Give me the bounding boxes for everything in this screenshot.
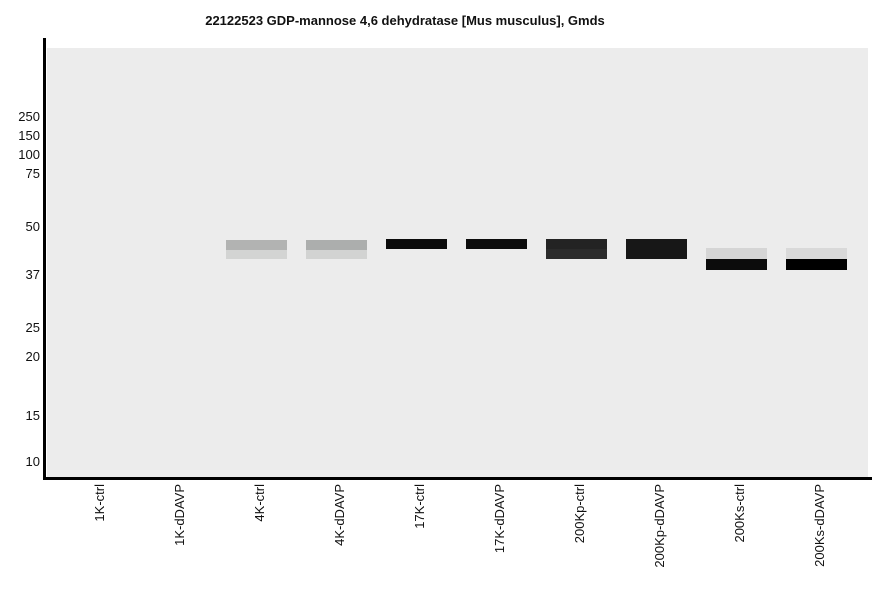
band-200Kp-ctrl-1 [546, 239, 607, 249]
lane-label-4K-ctrl: 4K-ctrl [252, 484, 267, 522]
x-axis-line [43, 477, 872, 480]
y-tick-label-20: 20 [25, 349, 40, 364]
lane-label-4K-dDAVP: 4K-dDAVP [332, 484, 347, 546]
band-200Kp-ctrl-2 [546, 249, 607, 259]
band-4K-ctrl-2 [226, 250, 287, 259]
band-200Ks-ctrl-1 [706, 248, 767, 259]
y-axis-line [43, 38, 46, 480]
lane-label-200Ks-ctrl: 200Ks-ctrl [732, 484, 747, 543]
band-200Ks-dDAVP-1 [786, 248, 847, 259]
y-tick-label-15: 15 [25, 408, 40, 423]
lane-label-200Ks-dDAVP: 200Ks-dDAVP [812, 484, 827, 567]
band-200Ks-ctrl-2 [706, 259, 767, 270]
band-17K-dDAVP-1 [466, 239, 527, 249]
band-4K-dDAVP-1 [306, 240, 367, 250]
y-tick-label-150: 150 [18, 128, 40, 143]
band-200Kp-dDAVP-1 [626, 239, 687, 259]
y-tick-label-10: 10 [25, 454, 40, 469]
lane-label-1K-dDAVP: 1K-dDAVP [172, 484, 187, 546]
chart-title: 22122523 GDP-mannose 4,6 dehydratase [Mu… [205, 13, 605, 28]
y-tick-label-25: 25 [25, 320, 40, 335]
lane-label-17K-ctrl: 17K-ctrl [412, 484, 427, 529]
y-tick-label-50: 50 [25, 219, 40, 234]
lane-label-17K-dDAVP: 17K-dDAVP [492, 484, 507, 554]
y-tick-label-75: 75 [25, 166, 40, 181]
band-4K-ctrl-1 [226, 240, 287, 250]
band-200Ks-dDAVP-2 [786, 259, 847, 270]
y-tick-label-37: 37 [25, 267, 40, 282]
band-17K-ctrl-1 [386, 239, 447, 249]
y-tick-label-250: 250 [18, 109, 40, 124]
lane-label-1K-ctrl: 1K-ctrl [92, 484, 107, 522]
lane-label-200Kp-dDAVP: 200Kp-dDAVP [652, 484, 667, 568]
y-tick-label-100: 100 [18, 147, 40, 162]
lane-label-200Kp-ctrl: 200Kp-ctrl [572, 484, 587, 544]
band-4K-dDAVP-2 [306, 250, 367, 259]
